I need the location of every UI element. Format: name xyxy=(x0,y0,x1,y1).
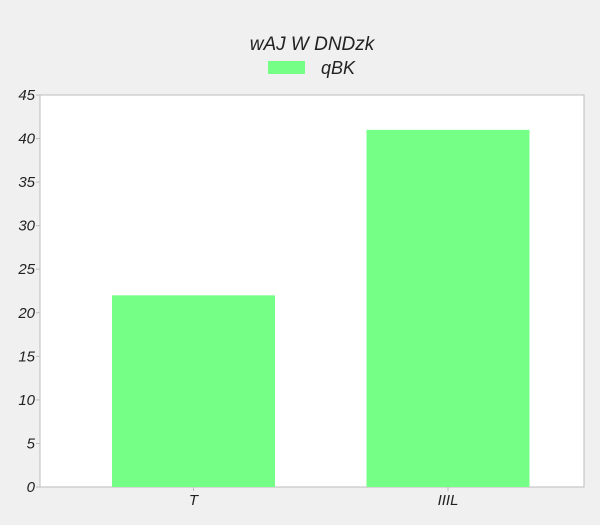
y-axis: 0 5 10 15 20 25 30 35 40 45 xyxy=(17,87,40,496)
y-tick-label: 15 xyxy=(18,348,35,365)
x-tick-label: IIIL xyxy=(438,492,459,509)
x-axis: T IIIL xyxy=(189,487,459,509)
bars xyxy=(112,129,530,487)
y-tick-label: 10 xyxy=(18,392,35,409)
y-tick-label: 5 xyxy=(27,435,36,452)
bar-T xyxy=(112,295,275,487)
y-tick-label: 35 xyxy=(18,174,35,191)
y-tick-label: 25 xyxy=(17,261,35,278)
x-tick-label: T xyxy=(189,492,200,509)
y-tick-label: 0 xyxy=(27,479,36,496)
y-tick-label: 40 xyxy=(18,131,35,148)
y-tick-label: 20 xyxy=(17,305,35,322)
bar-IIIL xyxy=(366,129,530,487)
legend-label-qBK: qBK xyxy=(321,58,356,78)
legend-swatch-qBK xyxy=(268,61,305,74)
y-tick-label: 45 xyxy=(18,87,35,104)
legend: qBK xyxy=(268,58,356,78)
chart-title: wAJ W DNDzk xyxy=(250,34,376,55)
y-tick-label: 30 xyxy=(18,218,35,235)
